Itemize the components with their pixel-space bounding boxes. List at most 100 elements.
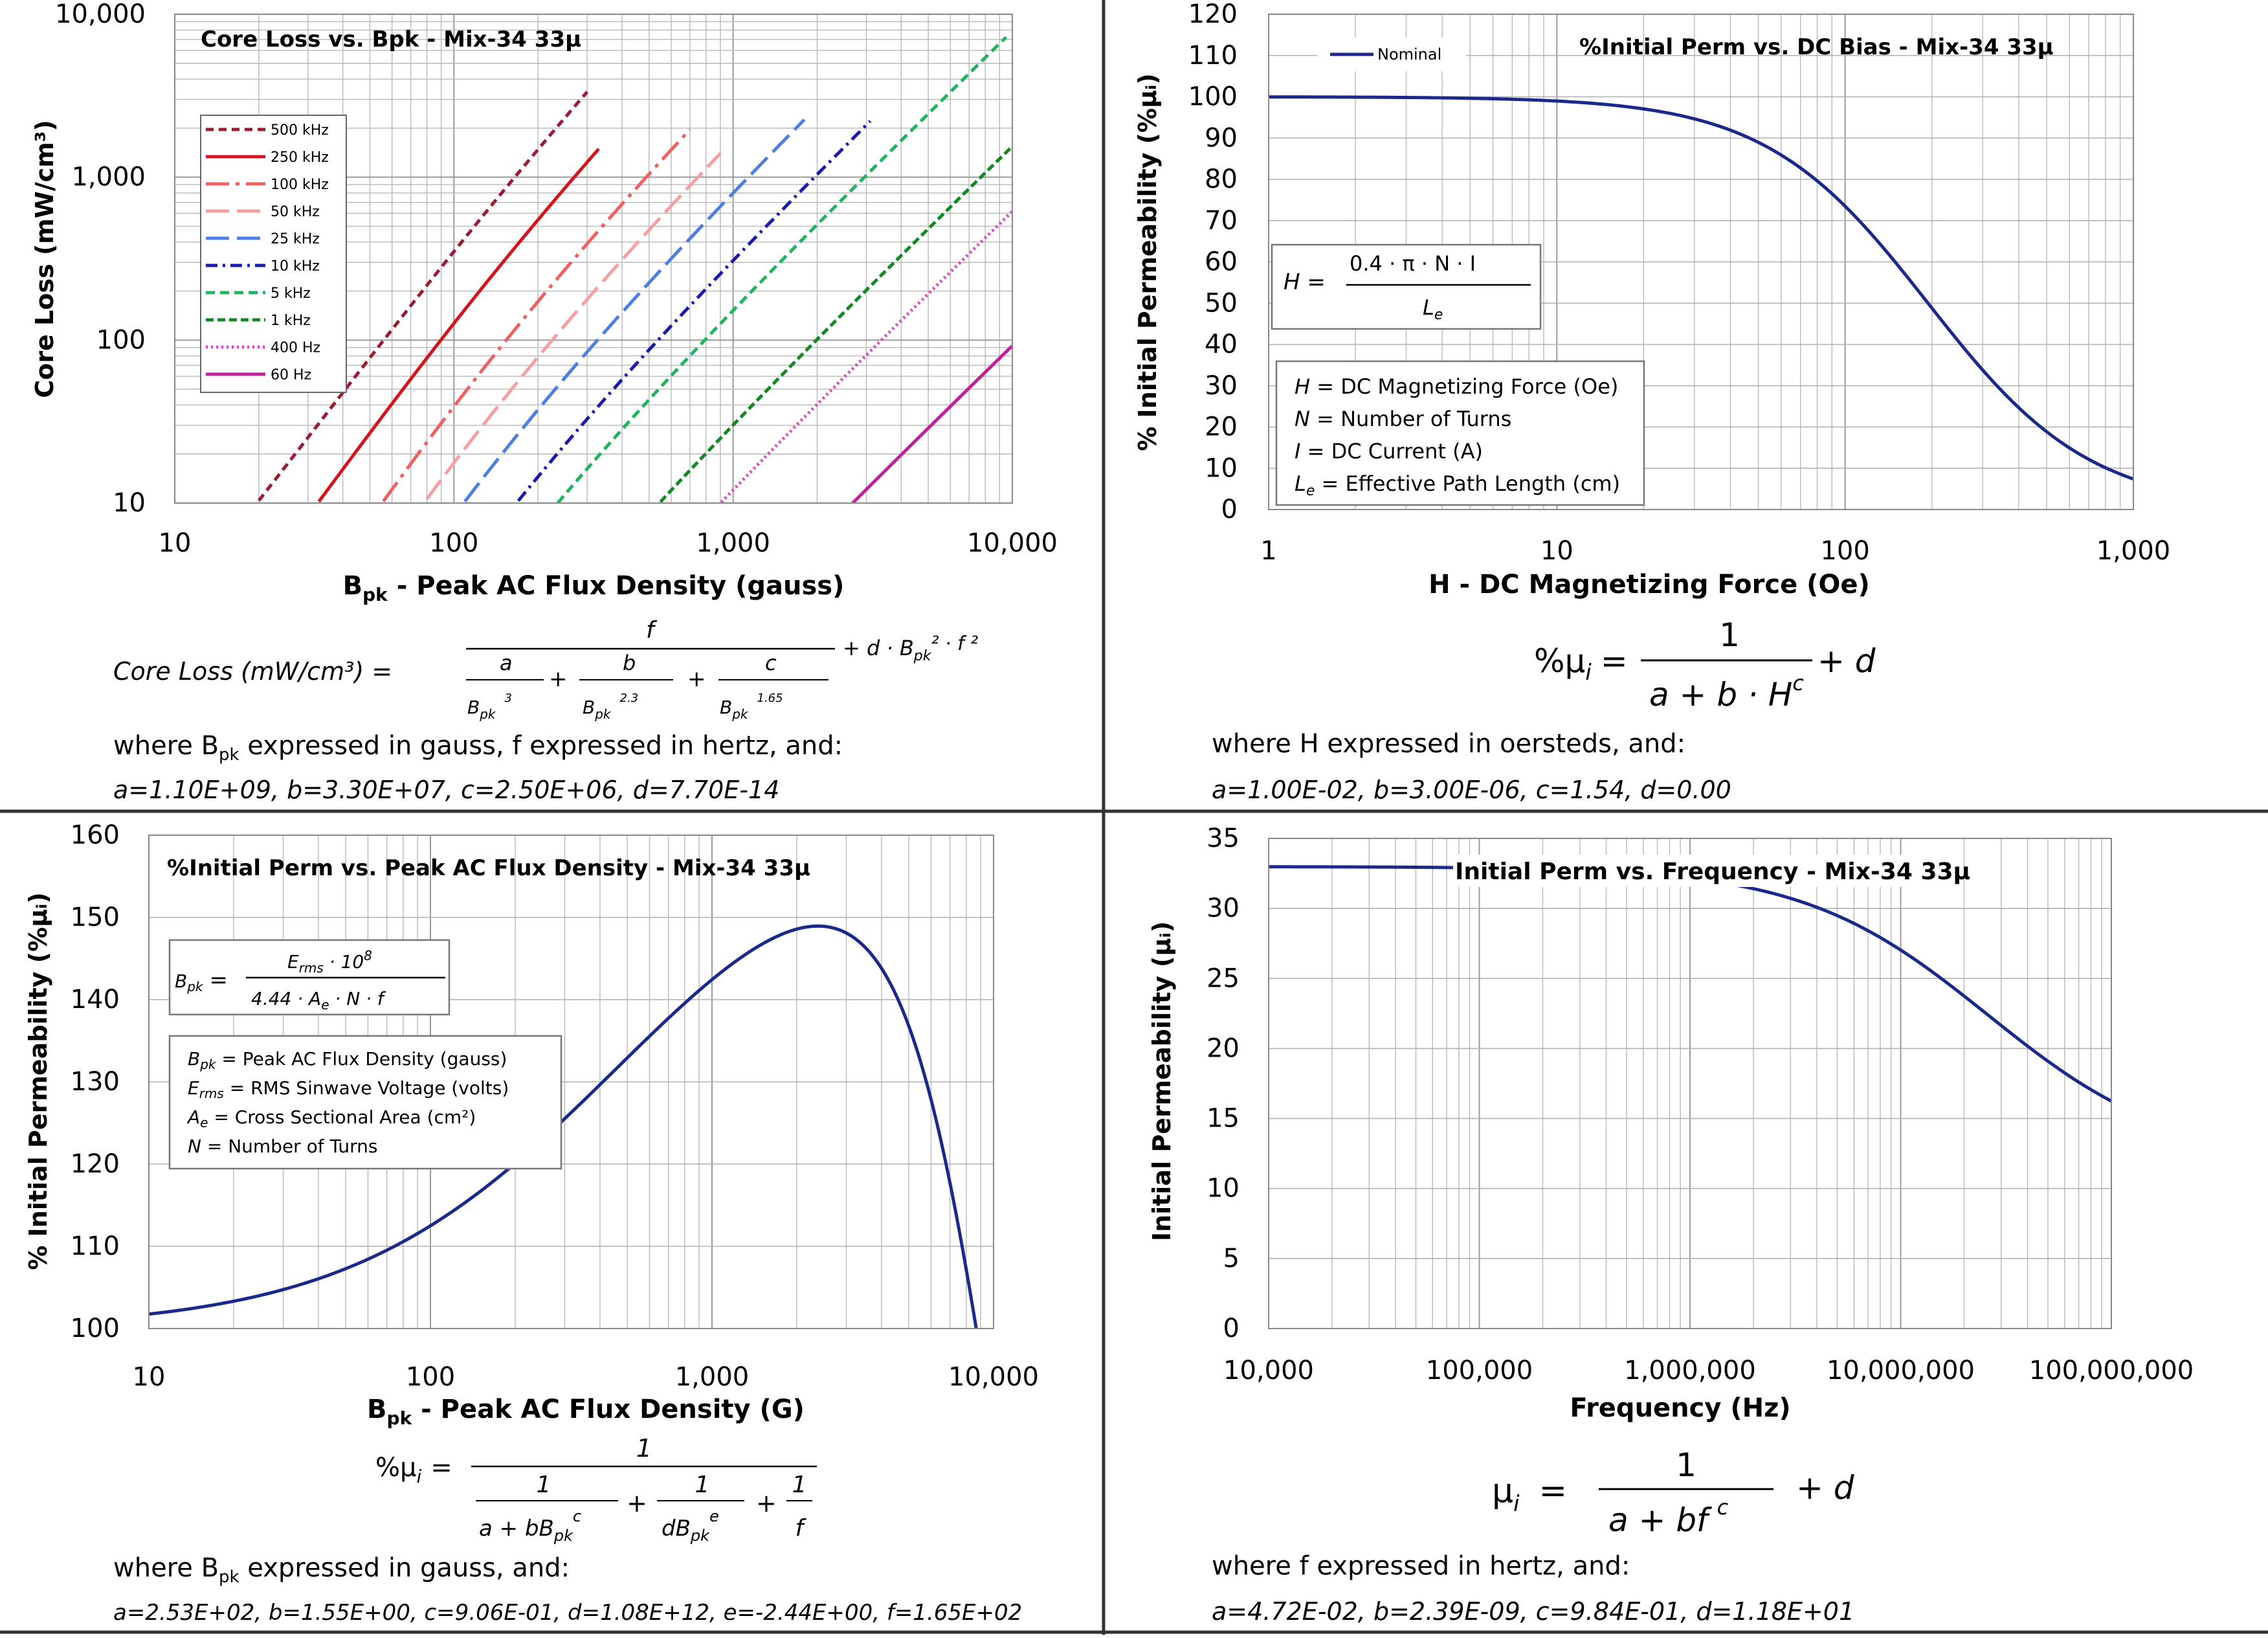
dc-bias-title: %Initial Perm vs. DC Bias - Mix-34 33µ [1579, 34, 2054, 60]
flux-perm-plot-frame [148, 835, 994, 1329]
core-loss-title: Core Loss vs. Bpk - Mix-34 33µ [201, 27, 581, 52]
svg-text:0.4 · π · N · I: 0.4 · π · N · I [1350, 251, 1476, 276]
core-loss-y-ticks: 10 100 1,000 10,000 [55, 0, 146, 518]
core-loss-series-line [425, 152, 722, 500]
frequency-perm-x-tick-label: 1,000,000 [1624, 1356, 1756, 1386]
frequency-perm-where: where f expressed in hertz, and: [1212, 1551, 1630, 1581]
dc-bias-coefficients: a=1.00E-02, b=3.00E-06, c=1.54, d=0.00 [1212, 776, 1731, 804]
core-loss-legend-label: 500 kHz [271, 122, 329, 139]
core-loss-legend-label: 400 Hz [271, 340, 320, 356]
svg-text:Bpk1.65: Bpk1.65 [720, 691, 783, 722]
dc-bias-y-tick-label: 10 [1205, 453, 1238, 483]
core-loss-series-line [517, 120, 872, 502]
flux-perm-y-tick-label: 160 [71, 820, 120, 850]
frequency-perm-y-tick-label: 5 [1223, 1244, 1240, 1273]
dc-bias-series-line [1268, 95, 2134, 481]
core-loss-y-label: Core Loss (mW/cm³) [30, 120, 59, 398]
svg-text:+ d · Bpk² · f ²: + d · Bpk² · f ² [843, 633, 978, 664]
dc-bias-where: where H expressed in oersteds, and: [1212, 729, 1685, 759]
core-loss-series [257, 36, 1012, 503]
flux-perm-x-label: Bpk - Peak AC Flux Density (G) [367, 1395, 805, 1429]
flux-perm-formula-box: Bpk = Erms · 108 4.44 · Ae · N · f [168, 939, 450, 1016]
dc-bias-x-tick-label: 10 [1540, 536, 1573, 566]
core-loss-coefficients: a=1.10E+09, b=3.30E+07, c=2.50E+06, d=7.… [113, 776, 779, 804]
dc-bias-x-tick-label: 100 [1820, 536, 1869, 566]
core-loss-legend-label: 100 kHz [271, 177, 329, 193]
core-loss-legend-label: 25 kHz [271, 231, 320, 247]
svg-text:1: 1 [1719, 616, 1740, 654]
svg-text:Erms · 108: Erms · 108 [287, 948, 372, 976]
core-loss-legend-box [200, 115, 347, 393]
dc-bias-y-tick-label: 60 [1205, 247, 1238, 277]
dc-bias-x-tick-label: 1 [1260, 536, 1276, 566]
svg-text:1: 1 [636, 1434, 652, 1463]
dc-bias-y-tick-label: 50 [1205, 288, 1238, 318]
frequency-perm-title: Initial Perm vs. Frequency - Mix-34 33µ [1455, 858, 1970, 885]
core-loss-x-label: Bpk - Peak AC Flux Density (gauss) [343, 571, 845, 605]
svg-text:Bpk3: Bpk3 [467, 691, 512, 722]
svg-text:1: 1 [1676, 1446, 1696, 1484]
frequency-perm-y-tick-label: 25 [1206, 963, 1240, 993]
frequency-perm-y-tick-label: 30 [1206, 893, 1240, 923]
flux-perm-chart: %Initial Perm vs. Peak AC Flux Density -… [24, 820, 1039, 1626]
dc-bias-x-tick-label: 1,000 [2096, 536, 2171, 566]
dc-bias-y-tick-label: 40 [1205, 330, 1238, 359]
core-loss-y-tick-label: 10,000 [55, 0, 146, 29]
dc-bias-plot-frame [1268, 14, 2134, 510]
frequency-perm-y-tick-label: 35 [1206, 824, 1240, 853]
dc-bias-x-label: H - DC Magnetizing Force (Oe) [1429, 570, 1870, 600]
dc-bias-y-tick-label: 90 [1205, 123, 1238, 153]
core-loss-legend-label: 50 kHz [271, 204, 320, 220]
flux-perm-definition-line: Bpk = Peak AC Flux Density (gauss) [188, 1048, 507, 1072]
core-loss-chart: Core Loss vs. Bpk - Mix-34 33µ 500 kHz 25… [30, 0, 1058, 804]
core-loss-legend-label: 1 kHz [271, 313, 311, 329]
core-loss-series-line [851, 344, 1012, 503]
svg-text:Core Loss (mW/cm³) =: Core Loss (mW/cm³) = [113, 657, 392, 686]
core-loss-x-tick-label: 10 [159, 528, 192, 558]
core-loss-where: where Bpk expressed in gauss, f expresse… [113, 731, 843, 765]
svg-text:a + bBpkc: a + bBpkc [479, 1507, 581, 1545]
flux-perm-definitions-box: Bpk = Peak AC Flux Density (gauss) Erms =… [168, 1035, 562, 1170]
dc-bias-y-label: % Initial Permeability (%µᵢ) [1133, 73, 1162, 451]
frequency-perm-y-tick-label: 10 [1206, 1174, 1240, 1204]
svg-text:+: + [549, 666, 568, 692]
frequency-perm-coefficients: a=4.72E-02, b=2.39E-09, c=9.84E-01, d=1.… [1212, 1597, 1854, 1626]
core-loss-series-line [317, 148, 600, 503]
svg-text:4.44 · Ae · N · f: 4.44 · Ae · N · f [251, 988, 386, 1013]
core-loss-x-tick-label: 10,000 [967, 528, 1058, 558]
core-loss-series-line [556, 36, 1008, 503]
dc-bias-definition-line: I = DC Current (A) [1295, 439, 1483, 464]
frequency-perm-plot-frame [1268, 838, 2112, 1329]
svg-text:b: b [623, 651, 636, 675]
flux-perm-definition-line: N = Number of Turns [188, 1136, 377, 1157]
flux-perm-y-tick-label: 130 [71, 1067, 120, 1097]
frequency-perm-y-tick-label: 20 [1206, 1033, 1240, 1063]
svg-text:a + b · Hc: a + b · Hc [1649, 671, 1804, 713]
flux-perm-x-tick-label: 10 [133, 1362, 166, 1392]
dc-bias-legend-nominal: Nominal [1377, 45, 1441, 63]
svg-text:Bpk2.3: Bpk2.3 [583, 691, 638, 722]
frequency-perm-y-ticks: 0 5 10 15 20 25 30 35 [1206, 824, 1240, 1343]
core-loss-legend-label: 250 kHz [271, 150, 329, 166]
svg-text:+: + [756, 1489, 777, 1518]
dc-bias-y-ticks: 0 10 20 30 40 50 60 70 80 90 100 110 120 [1188, 0, 1238, 524]
dc-bias-y-tick-label: 100 [1188, 82, 1238, 112]
core-loss-series-line [659, 145, 1012, 503]
dc-bias-definition-line: N = Number of Turns [1295, 407, 1511, 431]
svg-text:c: c [765, 651, 777, 675]
core-loss-x-tick-label: 100 [429, 528, 478, 558]
svg-text:H =: H = [1284, 269, 1326, 295]
svg-text:1: 1 [537, 1472, 551, 1498]
core-loss-legend-label: 60 Hz [271, 367, 311, 383]
dc-bias-definition-line: Le = Effective Path Length (cm) [1295, 471, 1620, 499]
dc-bias-y-tick-label: 80 [1205, 164, 1238, 194]
core-loss-plot-frame [174, 14, 1013, 504]
dc-bias-definitions-box: H = DC Magnetizing Force (Oe) N = Number … [1275, 360, 1645, 506]
frequency-perm-y-label: Initial Permeability (µᵢ) [1148, 921, 1176, 1241]
flux-perm-x-tick-label: 10,000 [948, 1362, 1039, 1392]
frequency-perm-x-ticks: 10,000 100,000 1,000,000 10,000,000 100,000,… [1223, 1356, 2194, 1386]
svg-text:1: 1 [792, 1472, 807, 1498]
svg-text:%µi=: %µi = [375, 1453, 452, 1487]
dc-bias-y-tick-label: 30 [1205, 371, 1238, 401]
